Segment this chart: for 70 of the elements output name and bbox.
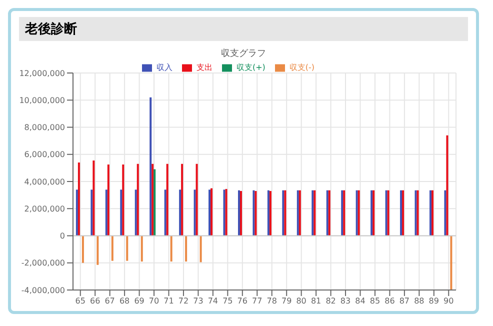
x-tick-label: 80 [296, 296, 306, 306]
x-tick-label: 90 [444, 296, 454, 306]
x-tick-label: 88 [414, 296, 424, 306]
bar [96, 236, 99, 265]
bar [107, 164, 110, 236]
legend-label: 収支(+) [236, 63, 266, 72]
y-tick-label: -4,000,000 [21, 286, 65, 295]
x-tick-label: 84 [355, 296, 366, 306]
bar [152, 164, 154, 236]
legend-label: 収入 [156, 63, 172, 72]
y-tick-label: 0 [60, 232, 65, 241]
bar [181, 164, 184, 236]
chart-title: 老後診断 [19, 17, 468, 41]
x-tick-label: 81 [310, 296, 322, 306]
bar [170, 236, 172, 262]
bar [450, 236, 452, 290]
chart-subtitle: 収支グラフ [220, 48, 267, 60]
bar [82, 236, 84, 263]
x-tick-label: 85 [370, 296, 380, 306]
x-tick-label: 87 [399, 296, 410, 306]
legend-label: 収支(-) [289, 63, 315, 72]
x-tick-label: 67 [104, 296, 115, 306]
y-tick-label: 2,000,000 [24, 204, 65, 214]
legend-label: 支出 [196, 63, 212, 72]
bar [136, 164, 139, 236]
x-tick-label: 79 [282, 296, 292, 306]
bar [196, 164, 198, 236]
bar [78, 162, 80, 236]
x-tick-label: 70 [148, 296, 160, 306]
x-tick-label: 68 [119, 296, 130, 306]
x-tick-label: 72 [178, 296, 189, 306]
y-tick-label: 12,000,000 [19, 68, 65, 78]
bar [185, 236, 188, 262]
x-tick-label: 75 [222, 296, 233, 306]
bar [111, 236, 114, 261]
x-tick-label: 74 [208, 296, 218, 306]
bar [154, 169, 156, 236]
bar [134, 190, 137, 236]
y-tick-label: 10,000,000 [19, 96, 65, 105]
bar [122, 164, 124, 236]
bar [150, 97, 152, 236]
y-tick-label: 8,000,000 [24, 123, 65, 132]
bar [90, 190, 93, 236]
x-tick-label: 66 [90, 296, 100, 306]
y-tick-label: 6,000,000 [24, 150, 65, 160]
bar [444, 190, 446, 236]
bar [194, 190, 196, 236]
x-tick-label: 83 [340, 296, 351, 306]
bar [446, 135, 448, 236]
bar [179, 190, 182, 236]
x-tick-label: 69 [134, 296, 144, 306]
x-tick-label: 76 [237, 296, 248, 306]
y-tick-label: -2,000,000 [21, 258, 65, 268]
x-tick-label: 86 [384, 296, 395, 306]
x-tick-label: 73 [193, 296, 204, 306]
bar [164, 190, 166, 236]
x-tick-label: 71 [164, 296, 174, 306]
bar [140, 236, 143, 262]
bar [76, 190, 78, 236]
x-tick-label: 65 [75, 296, 86, 306]
x-tick-label: 82 [326, 296, 336, 306]
bar [166, 164, 168, 236]
y-tick-label: 4,000,000 [24, 177, 65, 186]
bar [200, 236, 202, 262]
x-tick-label: 78 [266, 296, 277, 306]
x-tick-label: 77 [252, 296, 262, 306]
x-tick-label: 89 [428, 296, 439, 306]
bar [105, 190, 108, 236]
bar [120, 190, 122, 236]
bar [92, 160, 95, 236]
